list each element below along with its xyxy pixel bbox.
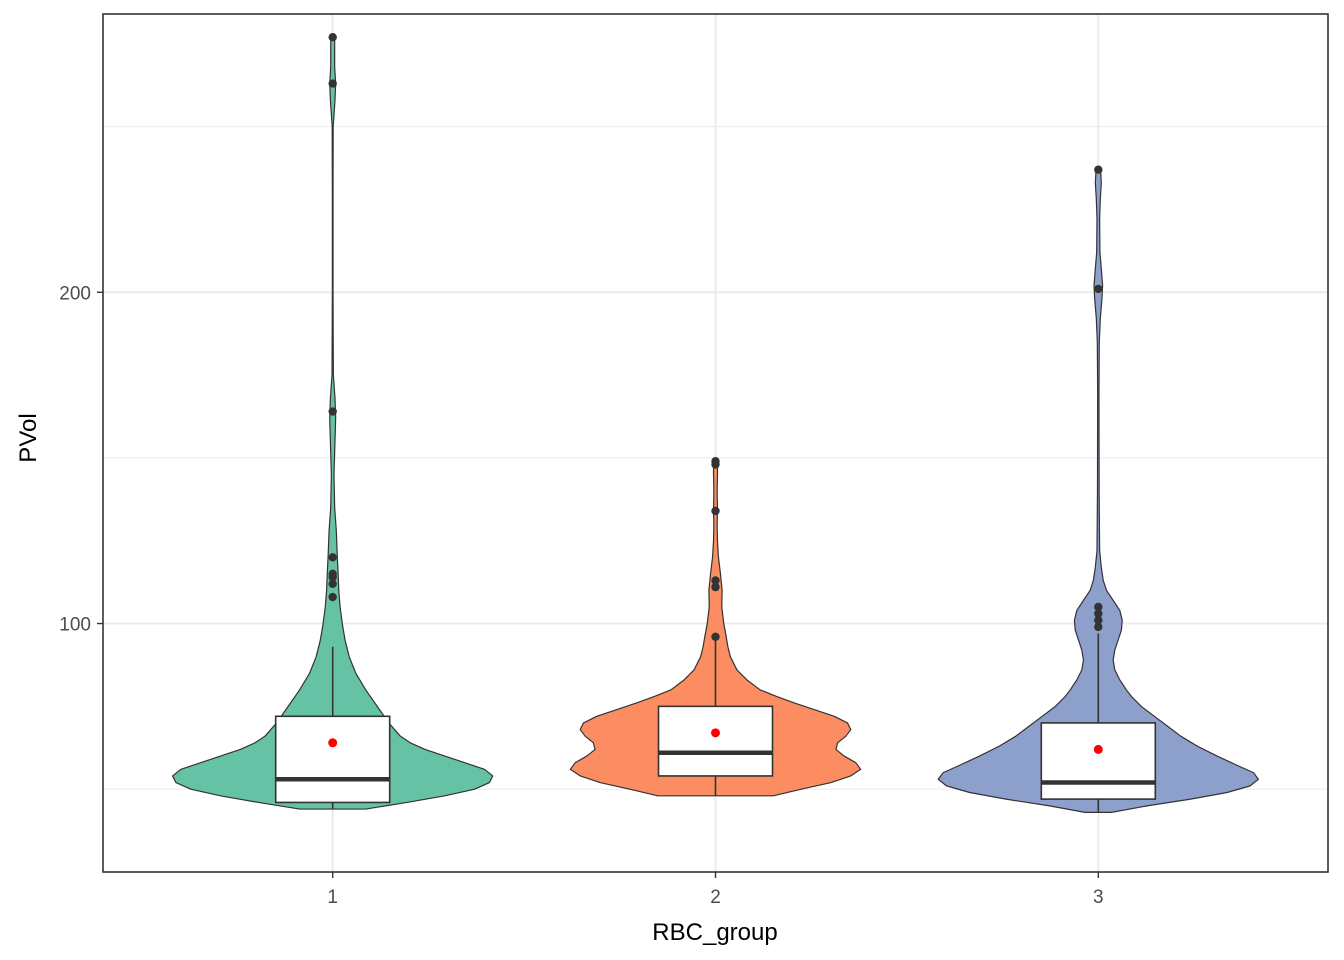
outlier-point <box>328 407 337 416</box>
axis-layer: 100 200 1 2 3 <box>59 283 1103 908</box>
y-tick-label: 100 <box>59 615 91 636</box>
outlier-point <box>711 506 720 516</box>
outlier-point <box>1094 165 1103 174</box>
iqr-box <box>274 715 391 804</box>
violin-layer <box>172 32 1259 813</box>
violin-group-1 <box>172 32 494 810</box>
iqr-box <box>657 705 774 777</box>
x-tick-label: 3 <box>1093 887 1104 908</box>
outlier-point <box>328 569 337 579</box>
outlier-point <box>711 457 720 466</box>
y-axis-title: PVol <box>15 413 42 462</box>
x-axis-title: RBC_group <box>652 919 777 946</box>
outlier-point <box>328 579 337 588</box>
outlier-point <box>328 79 337 88</box>
mean-point <box>328 738 338 748</box>
outlier-point <box>328 32 337 42</box>
outlier-point <box>1094 622 1103 632</box>
x-tick-label: 2 <box>710 887 721 908</box>
outlier-point <box>1094 609 1103 618</box>
x-tick-label: 1 <box>327 887 338 908</box>
outlier-point <box>328 592 337 602</box>
outlier-point <box>1094 284 1103 294</box>
outlier-point <box>1094 616 1103 625</box>
outlier-point <box>1094 602 1103 612</box>
outlier-point <box>711 632 720 641</box>
mean-point <box>1093 744 1103 754</box>
outlier-point <box>328 553 337 562</box>
iqr-box <box>1040 722 1157 800</box>
outlier-point <box>711 582 720 592</box>
violin-group-2 <box>569 457 862 797</box>
violin-group-3 <box>937 165 1259 813</box>
outlier-point <box>711 576 720 585</box>
mean-point <box>711 728 720 738</box>
y-tick-label: 200 <box>59 283 91 304</box>
